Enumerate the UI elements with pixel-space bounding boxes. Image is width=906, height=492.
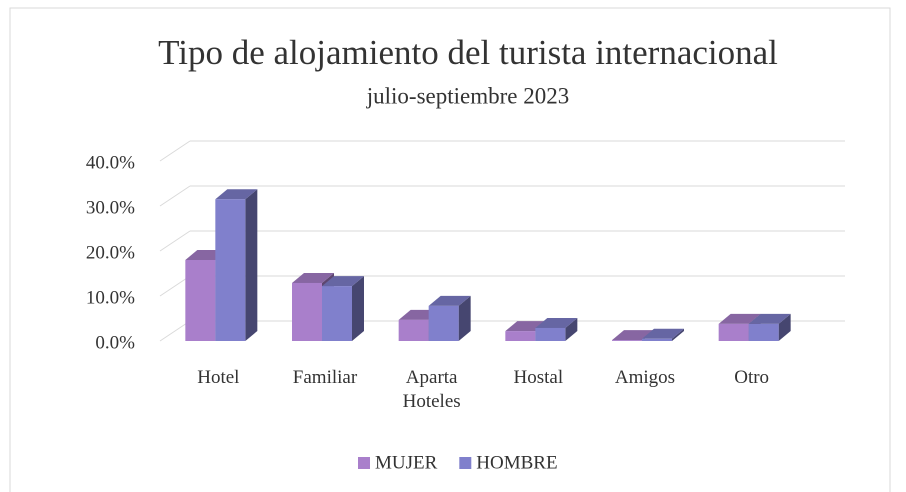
legend-swatch bbox=[358, 457, 370, 469]
bar-side bbox=[245, 189, 258, 341]
y-tick-label: 40.0% bbox=[86, 152, 135, 173]
bar-top bbox=[428, 295, 471, 306]
legend-label: HOMBRE bbox=[476, 452, 557, 473]
bar-top bbox=[535, 317, 578, 328]
legend-label: MUJER bbox=[375, 452, 438, 473]
y-tick-label: 0.0% bbox=[95, 332, 135, 353]
x-tick-label: Amigos bbox=[614, 367, 676, 388]
bar bbox=[185, 260, 216, 341]
y-tick-label: 30.0% bbox=[86, 197, 135, 218]
x-tick-label: Familiar bbox=[292, 367, 358, 388]
chart-title: Tipo de alojamiento del turista internac… bbox=[158, 33, 778, 72]
bar bbox=[642, 338, 672, 341]
grid-line-side bbox=[159, 140, 191, 162]
bar bbox=[215, 199, 246, 341]
bar-side bbox=[672, 328, 684, 341]
y-tick-label: 10.0% bbox=[86, 287, 135, 308]
grid-line-side bbox=[159, 185, 191, 207]
bar bbox=[535, 327, 566, 341]
bar bbox=[748, 323, 779, 341]
grid-line-side bbox=[159, 320, 191, 342]
bar-top bbox=[215, 189, 258, 200]
bar-top bbox=[718, 313, 761, 324]
y-tick-label: 20.0% bbox=[86, 242, 135, 263]
x-tick-label: Hotel bbox=[197, 367, 240, 388]
bar bbox=[718, 323, 749, 341]
bar bbox=[612, 340, 642, 341]
bar bbox=[322, 286, 352, 341]
chart-border bbox=[9, 7, 891, 492]
bar bbox=[398, 319, 429, 341]
bar-top bbox=[748, 313, 791, 324]
x-tick-label: Aparta Hoteles bbox=[402, 367, 461, 412]
bar-top bbox=[642, 328, 684, 339]
bar-top bbox=[322, 276, 364, 287]
bar bbox=[505, 331, 536, 341]
bar-top bbox=[292, 272, 334, 283]
bar-side bbox=[565, 317, 578, 341]
grid-line-side bbox=[159, 230, 191, 252]
bar-side bbox=[458, 295, 471, 341]
bar bbox=[428, 305, 459, 341]
x-tick-label: Hostal bbox=[513, 367, 564, 388]
x-tick-label: Otro bbox=[734, 367, 770, 388]
grid-line-side bbox=[159, 275, 191, 297]
bar-side bbox=[352, 276, 364, 341]
bar-side bbox=[778, 313, 791, 341]
chart-subtitle: julio-septiembre 2023 bbox=[366, 83, 570, 108]
legend-swatch bbox=[459, 457, 472, 469]
bar bbox=[292, 282, 322, 341]
